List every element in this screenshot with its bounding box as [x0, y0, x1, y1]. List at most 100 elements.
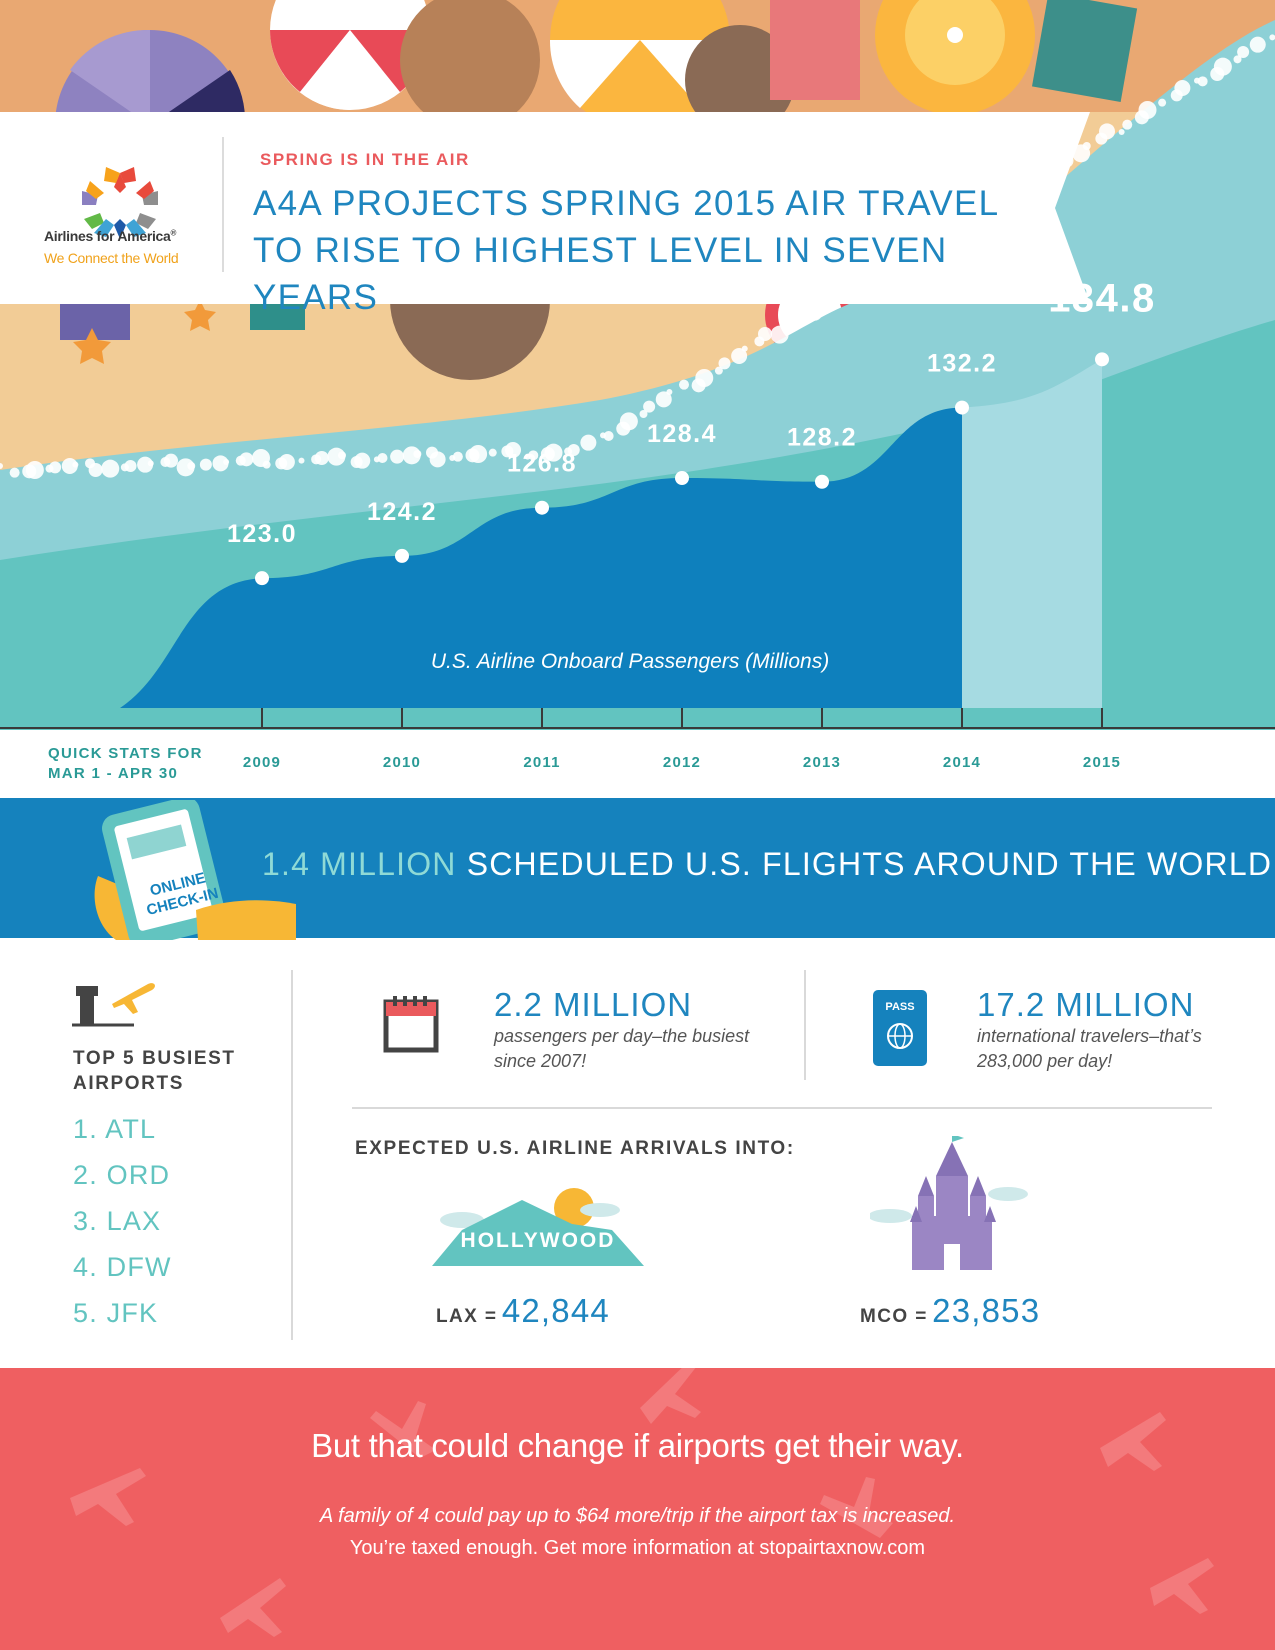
plane-pattern-decoration [70, 1368, 1214, 1637]
foam-bubble [147, 460, 154, 467]
chart-area-layer [120, 359, 1102, 708]
foam-bubble [124, 460, 137, 472]
footer-info-link[interactable]: You’re taxed enough. Get more informatio… [349, 1537, 926, 1559]
foam-bubble [187, 462, 196, 470]
banner-background [0, 112, 1090, 304]
chart-area-projected [962, 359, 1102, 708]
brand-tagline: We Connect the World [44, 250, 179, 266]
foam-bubble [298, 457, 305, 464]
foam-bubble [1249, 36, 1266, 53]
foam-bubble [314, 451, 329, 465]
chart-points-layer [255, 352, 1109, 586]
page-title: A4A PROJECTS SPRING 2015 AIR TRAVEL TO R… [253, 184, 999, 317]
foam-bubble [223, 459, 230, 465]
quick-stats-strip: QUICK STATS FOR MAR 1 - APR 30 2009 2010 2… [0, 730, 1275, 798]
chart-point [535, 500, 549, 515]
international-travelers-value: 17.2 MILLION [977, 986, 1195, 1023]
foam-bubble [390, 449, 405, 464]
chart-x-tick-label: 2010 [382, 754, 422, 771]
airport-tower-icon [72, 983, 155, 1027]
footer-headline: But that could change if airports get th… [311, 1427, 964, 1464]
chart-point [395, 548, 409, 563]
section-divider [352, 1107, 1212, 1109]
chart-x-tick-label: 2014 [942, 754, 982, 771]
castle-icon [870, 1136, 1028, 1270]
airport-list-item: 2. ORD [73, 1160, 171, 1190]
foam-bubble [1158, 98, 1167, 107]
foam-bubble [49, 461, 62, 474]
foam-bubble [0, 463, 3, 469]
calendar-icon [383, 996, 439, 1053]
foam-bubble [1233, 55, 1242, 64]
chart-data-label: 132.2 [927, 350, 997, 378]
chart-axis-ticks [261, 708, 1103, 728]
phone-checkin-icon: ONLINE CHECK-IN [94, 800, 296, 940]
foam-bubble [338, 451, 346, 460]
quick-stats-label: QUICK STATS FOR MAR 1 - APR 30 [48, 745, 203, 782]
section-divider [804, 970, 806, 1080]
footer-cta [0, 1368, 1275, 1650]
chart-x-tick-label: 2015 [1082, 754, 1122, 771]
foam-bubble [1118, 129, 1125, 135]
foam-bubble [655, 391, 672, 408]
section-divider [291, 970, 293, 1340]
foam-bubble [488, 448, 497, 457]
foam-bubble [528, 450, 539, 461]
foam-bubble [806, 304, 823, 321]
foam-bubble [25, 461, 44, 479]
chart-point [815, 474, 829, 489]
banner-divider [222, 137, 224, 272]
foam-bubble [429, 451, 446, 468]
foam-bubble [1197, 76, 1208, 87]
foam-bubble [619, 412, 638, 431]
chart-point [675, 471, 689, 486]
foam-bubble [262, 460, 271, 469]
foam-bubble [770, 325, 789, 344]
foam-bubble [278, 454, 295, 470]
foam-bubble [239, 452, 254, 467]
chart-point [1095, 352, 1109, 367]
foam-bubble [101, 459, 120, 478]
chart-x-tick-label: 2012 [662, 754, 702, 771]
svg-text:HOLLYWOOD: HOLLYWOOD [461, 1229, 616, 1252]
chart-data-label: 126.8 [507, 450, 577, 478]
foam-bubble [505, 442, 521, 458]
foam-bubble [469, 445, 488, 463]
beach-chart-area: 123.0 124.2 126.8 128.4 128.2 132.2 134.8 U.S.… [0, 0, 1275, 730]
mco-arrivals: MCO = 23,853 [860, 1292, 1041, 1329]
arrivals-title: EXPECTED U.S. AIRLINE ARRIVALS INTO: [355, 1138, 795, 1159]
chart-data-label: 123.0 [227, 520, 297, 548]
foam-bubble [793, 314, 806, 326]
foam-bubble [695, 369, 714, 387]
foam-bubble [452, 451, 463, 462]
foam-bubble [1213, 57, 1232, 76]
daily-passengers-value: 2.2 MILLION [494, 986, 693, 1023]
airport-list-item: 3. LAX [73, 1206, 162, 1236]
chart-area-actual [120, 407, 962, 708]
foam-bubble [377, 453, 388, 463]
a4a-logo-icon [82, 167, 158, 239]
hollywood-sign-icon: HOLLYWOOD [432, 1188, 644, 1266]
flights-headline: 1.4 MILLION SCHEDULED U.S. FLIGHTS AROUN… [262, 846, 1273, 882]
foam-bubble [1174, 80, 1191, 96]
foam-bubble [1099, 123, 1115, 140]
foam-bubble [731, 348, 748, 364]
foam-bubble [580, 434, 597, 451]
foam-bubble [1269, 34, 1275, 41]
daily-passengers-description: passengers per day–the busiest since 200… [494, 1026, 750, 1071]
foam-bubble [643, 400, 656, 413]
foam-bubble [413, 450, 422, 458]
chart-axis-title: U.S. Airline Onboard Passengers (Million… [431, 650, 829, 673]
footer-tax-note: A family of 4 could pay up to $64 more/t… [319, 1505, 956, 1527]
foam-bubble [741, 345, 748, 352]
header-eyebrow: SPRING IS IN THE AIR [260, 150, 470, 169]
chart-x-tick-label: 2011 [523, 754, 561, 771]
airport-list-item: 4. DFW [73, 1252, 172, 1282]
foam-bubble [567, 444, 580, 456]
foam-bubble [88, 463, 103, 477]
foam-bubble [758, 327, 772, 341]
international-travelers-description: international travelers–that’s 283,000 p… [977, 1026, 1202, 1071]
foam-bubble [1138, 101, 1157, 119]
chart-x-tick-label: 2009 [242, 754, 282, 771]
